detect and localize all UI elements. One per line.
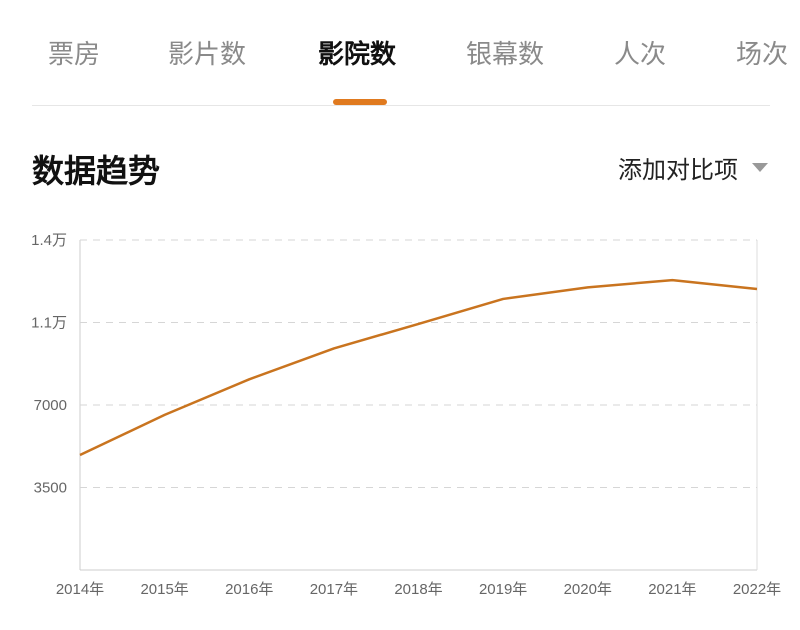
tab-admissions[interactable]: 人次 — [614, 40, 667, 70]
x-tick-label: 2020年 — [564, 581, 612, 598]
caret-down-icon — [752, 163, 768, 172]
tab-film-count[interactable]: 影片数 — [168, 40, 247, 70]
tab-screen-count[interactable]: 银幕数 — [466, 40, 545, 70]
tab-bar: 票房 影片数 影院数 银幕数 人次 场次 — [0, 0, 800, 105]
y-tick-label: 1.1万 — [31, 315, 67, 332]
x-tick-label: 2015年 — [140, 581, 188, 598]
y-tick-label: 7000 — [34, 397, 67, 414]
add-comparison-label: 添加对比项 — [618, 156, 738, 184]
active-tab-indicator — [333, 99, 387, 105]
tab-showings[interactable]: 场次 — [736, 40, 789, 70]
tab-cinema-count[interactable]: 影院数 — [318, 40, 397, 70]
divider — [32, 105, 770, 106]
x-tick-label: 2014年 — [56, 581, 104, 598]
x-tick-label: 2019年 — [479, 581, 527, 598]
y-tick-label: 3500 — [34, 480, 67, 497]
series-line — [79, 278, 758, 457]
x-tick-label: 2022年 — [733, 581, 781, 598]
x-tick-label: 2017年 — [310, 581, 358, 598]
x-tick-label: 2016年 — [225, 581, 273, 598]
tab-box-office[interactable]: 票房 — [48, 40, 101, 70]
add-comparison-dropdown[interactable]: 添加对比项 — [618, 150, 768, 185]
y-tick-label: 1.4万 — [31, 232, 67, 249]
x-tick-label: 2021年 — [648, 581, 696, 598]
x-tick-label: 2018年 — [394, 581, 442, 598]
section-title: 数据趋势 — [32, 152, 161, 190]
